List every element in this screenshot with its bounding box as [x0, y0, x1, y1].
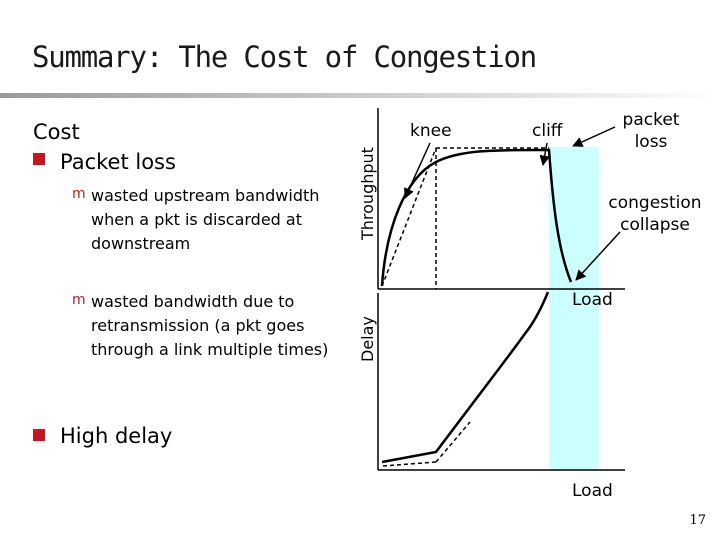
load-label-bottom: Load: [572, 481, 613, 501]
sub-bullet-icon: m: [72, 186, 86, 202]
high-delay-item: High delay: [60, 424, 173, 448]
cost-heading: Cost: [33, 120, 80, 144]
sub-bullet-icon: m: [72, 292, 86, 308]
page-number: 17: [689, 513, 706, 528]
delay-curve: [381, 291, 550, 464]
knee-label: knee: [410, 121, 452, 141]
wasted-retransmission-item: wasted bandwidth due to retransmission (…: [91, 292, 329, 359]
throughput-curve: [380, 148, 573, 287]
square-bullet-icon: [33, 429, 45, 441]
throughput-axis-label: Throughput: [358, 147, 377, 240]
square-bullet-icon: [33, 153, 45, 165]
packet-loss-arrow: [572, 126, 616, 147]
cliff-arrow: [539, 142, 550, 167]
delay-low-dashed: [382, 461, 437, 467]
packet-loss-label: packet loss: [622, 110, 680, 152]
congestion-collapse-label: congestion collapse: [608, 193, 702, 235]
title-divider: [0, 93, 720, 98]
delay-rise-dashed: [435, 421, 471, 463]
packet-loss-item: Packet loss: [60, 150, 176, 174]
slide-title: Summary: The Cost of Congestion: [32, 40, 537, 74]
throughput-linear-dashed: [381, 147, 437, 287]
collapse-region: [549, 147, 599, 470]
collapse-arrow: [575, 231, 621, 281]
knee-arrow: [404, 142, 431, 199]
load-label-top: Load: [572, 290, 613, 310]
wasted-upstream-item: wasted upstream bandwidth when a pkt is …: [91, 186, 320, 253]
cliff-label: cliff: [532, 121, 563, 141]
delay-axis-label: Delay: [358, 316, 377, 362]
